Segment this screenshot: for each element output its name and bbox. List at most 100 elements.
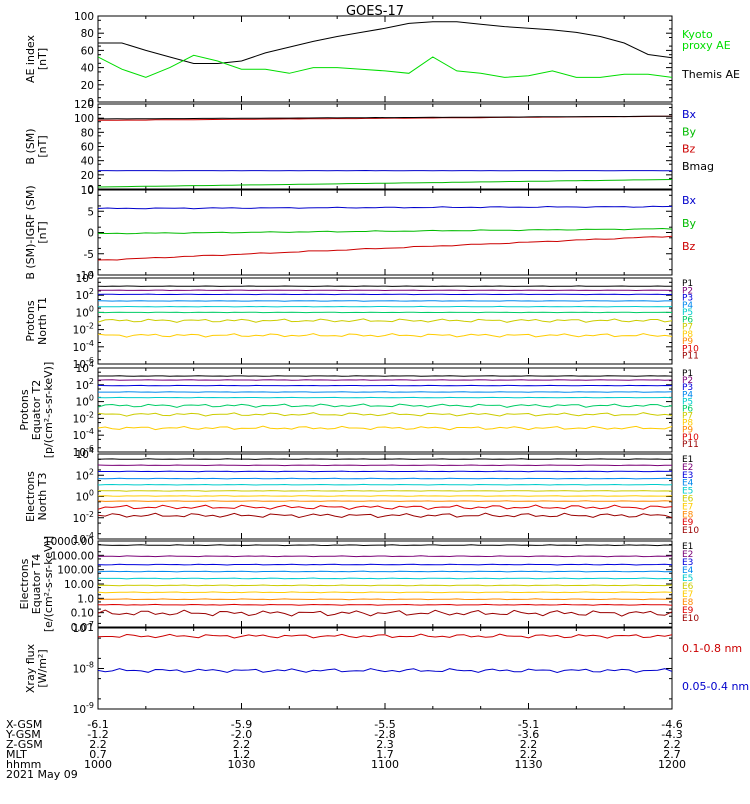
series-0-05-0-4-nm: [98, 669, 672, 673]
legend-themis-ae: Themis AE: [681, 68, 740, 81]
y-tick-label: 60: [81, 45, 94, 57]
y-tick-label: 104: [76, 360, 94, 375]
series-p8: [98, 334, 672, 338]
series-e7: [98, 592, 672, 593]
y-tick-label: 20: [81, 80, 94, 92]
y-tick-label: 20: [81, 170, 94, 182]
y-tick-label: 1.0: [77, 593, 94, 605]
panel-frame: [98, 541, 672, 627]
series-e8: [98, 599, 672, 600]
legend-bx: Bx: [682, 108, 697, 121]
y-tick-label: 10.00: [64, 579, 94, 591]
y-tick-label: 40: [81, 156, 94, 168]
y-tick-label: 0: [87, 228, 94, 240]
y-tick-label: 10-2: [73, 322, 94, 337]
y-tick-label: 104: [76, 270, 94, 285]
y-tick-label: 102: [76, 467, 94, 482]
legend-bz: Bz: [682, 143, 696, 156]
y-tick-label: 1000.00: [51, 550, 94, 562]
series-e4: [98, 571, 672, 572]
y-tick-label: 10-2: [73, 510, 94, 525]
y-tick-label: 100: [76, 394, 94, 409]
y-tick-label: 100: [76, 489, 94, 504]
y-tick-label: 5: [87, 206, 94, 218]
y-tick-label: 10-4: [73, 339, 94, 354]
series-e5: [98, 484, 672, 485]
series-e6: [98, 585, 672, 586]
series-e7: [98, 496, 672, 497]
series-themis-ae: [98, 22, 672, 64]
series-e8: [98, 501, 672, 502]
ephemeris-value: 1200: [658, 758, 686, 771]
ylabel-line: [nT]: [36, 48, 49, 70]
panel-frame: [98, 628, 672, 709]
y-tick-label: 10-4: [73, 427, 94, 442]
y-tick-label: 10: [81, 185, 94, 197]
ylabel-line: North T3: [36, 473, 49, 521]
series-p3: [98, 294, 672, 295]
series-e10: [98, 610, 672, 616]
series-p7: [98, 319, 672, 323]
series-e3: [98, 471, 672, 472]
legend-by: By: [682, 217, 697, 230]
panel-frame: [98, 190, 672, 275]
series-p2: [98, 290, 672, 291]
legend-proxy-ae: proxy AE: [682, 39, 731, 52]
legend-p11: P11: [682, 440, 699, 450]
ephemeris-value: 1130: [515, 758, 543, 771]
legend-bz: Bz: [682, 240, 696, 253]
ylabel-line: [p/(cm²-s-sr-keV)]: [42, 362, 55, 459]
legend-e10: E10: [682, 526, 699, 536]
y-tick-label: 60: [81, 142, 94, 154]
ylabel-line: [nT]: [36, 221, 49, 243]
series-p1: [98, 286, 672, 287]
ylabel-line: [nT]: [36, 135, 49, 157]
panel-ee: 0.010.101.010.00100.001000.0010000.00Ele…: [18, 536, 699, 634]
y-tick-label: 0.10: [71, 608, 94, 620]
y-tick-label: 102: [76, 377, 94, 392]
legend-by: By: [682, 125, 697, 138]
series-bz: [98, 236, 672, 260]
legend-p11: P11: [682, 352, 699, 362]
series-e4: [98, 478, 672, 479]
y-tick-label: 120: [74, 99, 94, 111]
plot-title: GOES-17: [346, 4, 404, 19]
series-by: [98, 229, 672, 234]
y-tick-label: 100: [74, 113, 94, 125]
series-e9: [98, 505, 672, 509]
series-e1: [98, 459, 672, 460]
y-tick-label: 102: [76, 287, 94, 302]
series-p7: [98, 413, 672, 416]
ylabel-line: [e/(cm²-s-sr-keV)]: [42, 536, 55, 632]
series-e10: [98, 513, 672, 518]
ylabel-line: North T1: [36, 297, 49, 345]
y-tick-label: 10-9: [73, 701, 94, 716]
series-p4: [98, 301, 672, 302]
ephemeris-value: 1100: [371, 758, 399, 771]
y-tick-label: 80: [81, 28, 94, 40]
y-tick-label: 40: [81, 63, 94, 75]
legend-bx: Bx: [682, 194, 697, 207]
y-tick-label: -5: [84, 249, 94, 261]
y-tick-label: 100: [76, 304, 94, 319]
series-e6: [98, 491, 672, 492]
series-0-1-0-8-nm: [98, 634, 672, 638]
ephemeris-value: 1030: [228, 758, 256, 771]
series-bx: [98, 206, 672, 209]
ylabel-line: [W/m²]: [36, 649, 49, 687]
row-label: 2021 May 09: [6, 768, 78, 781]
series-p8: [98, 426, 672, 430]
ephemeris-value: 1000: [84, 758, 112, 771]
legend-e10: E10: [682, 614, 699, 624]
y-tick-label: 10-2: [73, 410, 94, 425]
y-tick-label: 80: [81, 127, 94, 139]
legend-0-1-0-8-nm: 0.1-0.8 nm: [682, 642, 742, 655]
